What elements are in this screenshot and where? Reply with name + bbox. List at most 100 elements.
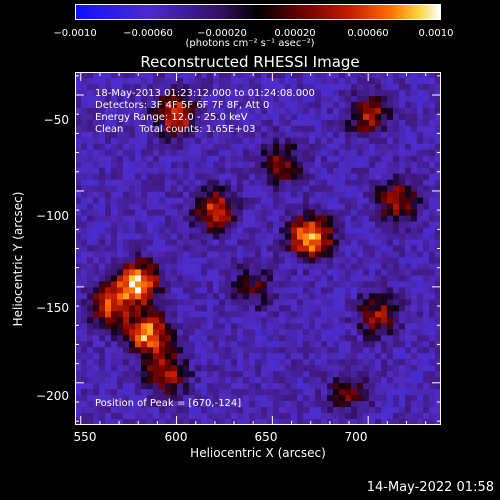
heatmap-cell xyxy=(141,179,148,187)
heatmap-cell xyxy=(117,293,124,300)
heatmap-cell xyxy=(87,137,94,145)
heatmap-cell xyxy=(435,83,441,91)
heatmap-cell xyxy=(81,311,88,318)
heatmap-cell xyxy=(369,89,376,97)
heatmap-cell xyxy=(279,119,286,127)
heatmap-cell xyxy=(333,377,340,384)
heatmap-cell xyxy=(81,179,88,187)
heatmap-cell xyxy=(411,377,418,384)
heatmap-cell xyxy=(99,77,106,85)
heatmap-cell xyxy=(147,149,154,157)
heatmap-cell xyxy=(387,407,394,414)
heatmap-cell xyxy=(159,329,166,336)
heatmap-cell xyxy=(87,221,94,228)
heatmap-cell xyxy=(303,95,310,103)
heatmap-cell xyxy=(159,227,166,234)
heatmap-cell xyxy=(213,395,220,402)
heatmap-cell xyxy=(147,191,154,199)
heatmap-cell xyxy=(405,257,412,264)
heatmap-cell xyxy=(303,305,310,312)
heatmap-cell xyxy=(93,137,100,145)
heatmap-cell xyxy=(243,233,250,240)
heatmap-cell xyxy=(207,341,214,348)
heatmap-cell xyxy=(219,335,226,342)
heatmap-cell xyxy=(243,185,250,193)
heatmap-cell xyxy=(231,377,238,384)
heatmap-cell xyxy=(423,113,430,121)
heatmap-cell xyxy=(207,329,214,336)
heatmap-cell xyxy=(111,227,118,234)
heatmap-cell xyxy=(201,347,208,354)
heatmap-cell xyxy=(291,275,298,282)
heatmap-cell xyxy=(309,395,316,402)
heatmap-cell xyxy=(321,353,328,360)
heatmap-cell xyxy=(279,353,286,360)
heatmap-cell xyxy=(327,107,334,115)
heatmap-cell xyxy=(297,377,304,384)
heatmap-cell xyxy=(87,329,94,336)
heatmap-cell xyxy=(165,101,172,109)
heatmap-cell xyxy=(273,173,280,181)
heatmap-cell xyxy=(399,101,406,109)
heatmap-cell xyxy=(321,263,328,270)
heatmap-cell xyxy=(219,173,226,181)
heatmap-cell xyxy=(297,311,304,318)
heatmap-cell xyxy=(147,383,154,390)
heatmap-cell xyxy=(141,149,148,157)
heatmap-cell xyxy=(321,287,328,294)
heatmap-cell xyxy=(357,347,364,354)
chart-title: Reconstructed RHESSI Image xyxy=(140,53,360,71)
heatmap-cell xyxy=(183,101,190,109)
heatmap-cell xyxy=(87,107,94,115)
heatmap-cell xyxy=(387,251,394,258)
heatmap-cell xyxy=(309,191,316,199)
heatmap-cell xyxy=(279,329,286,336)
heatmap-cell xyxy=(255,203,262,211)
heatmap-cell xyxy=(153,185,160,193)
heatmap-cell xyxy=(87,203,94,211)
heatmap-cell xyxy=(111,317,118,324)
heatmap-cell xyxy=(99,155,106,163)
heatmap-cell xyxy=(213,191,220,199)
heatmap-cell xyxy=(93,83,100,91)
heatmap-cell xyxy=(285,311,292,318)
heatmap-cell xyxy=(339,167,346,175)
heatmap-cell xyxy=(231,77,238,85)
heatmap-cell xyxy=(165,347,172,354)
heatmap-cell xyxy=(411,311,418,318)
heatmap-cell xyxy=(339,89,346,97)
heatmap-cell xyxy=(303,287,310,294)
heatmap-cell xyxy=(327,197,334,205)
heatmap-cell xyxy=(231,221,238,228)
heatmap-cell xyxy=(279,167,286,175)
heatmap-cell xyxy=(255,119,262,127)
heatmap-cell xyxy=(333,293,340,300)
heatmap-cell xyxy=(219,311,226,318)
heatmap-cell xyxy=(129,401,136,408)
heatmap-cell xyxy=(129,149,136,157)
heatmap-cell xyxy=(153,305,160,312)
heatmap-cell xyxy=(213,389,220,396)
heatmap-cell xyxy=(303,407,310,414)
heatmap-cell xyxy=(171,401,178,408)
heatmap-cell xyxy=(375,209,382,216)
heatmap-cell xyxy=(261,209,268,216)
heatmap-cell xyxy=(147,113,154,121)
heatmap-cell xyxy=(411,101,418,109)
heatmap-cell xyxy=(129,107,136,115)
heatmap-cell xyxy=(249,72,256,79)
heatmap-cell xyxy=(309,257,316,264)
heatmap-cell xyxy=(387,131,394,139)
heatmap-cell xyxy=(345,161,352,169)
heatmap-cell xyxy=(165,197,172,205)
heatmap-cell xyxy=(315,287,322,294)
heatmap-cell xyxy=(177,119,184,127)
heatmap-cell xyxy=(171,419,178,425)
heatmap-cell xyxy=(261,215,268,222)
heatmap-cell xyxy=(147,143,154,151)
heatmap-cell xyxy=(183,107,190,115)
heatmap-cell xyxy=(273,227,280,234)
heatmap-cell xyxy=(231,257,238,264)
heatmap-cell xyxy=(207,197,214,205)
heatmap-cell xyxy=(129,215,136,222)
